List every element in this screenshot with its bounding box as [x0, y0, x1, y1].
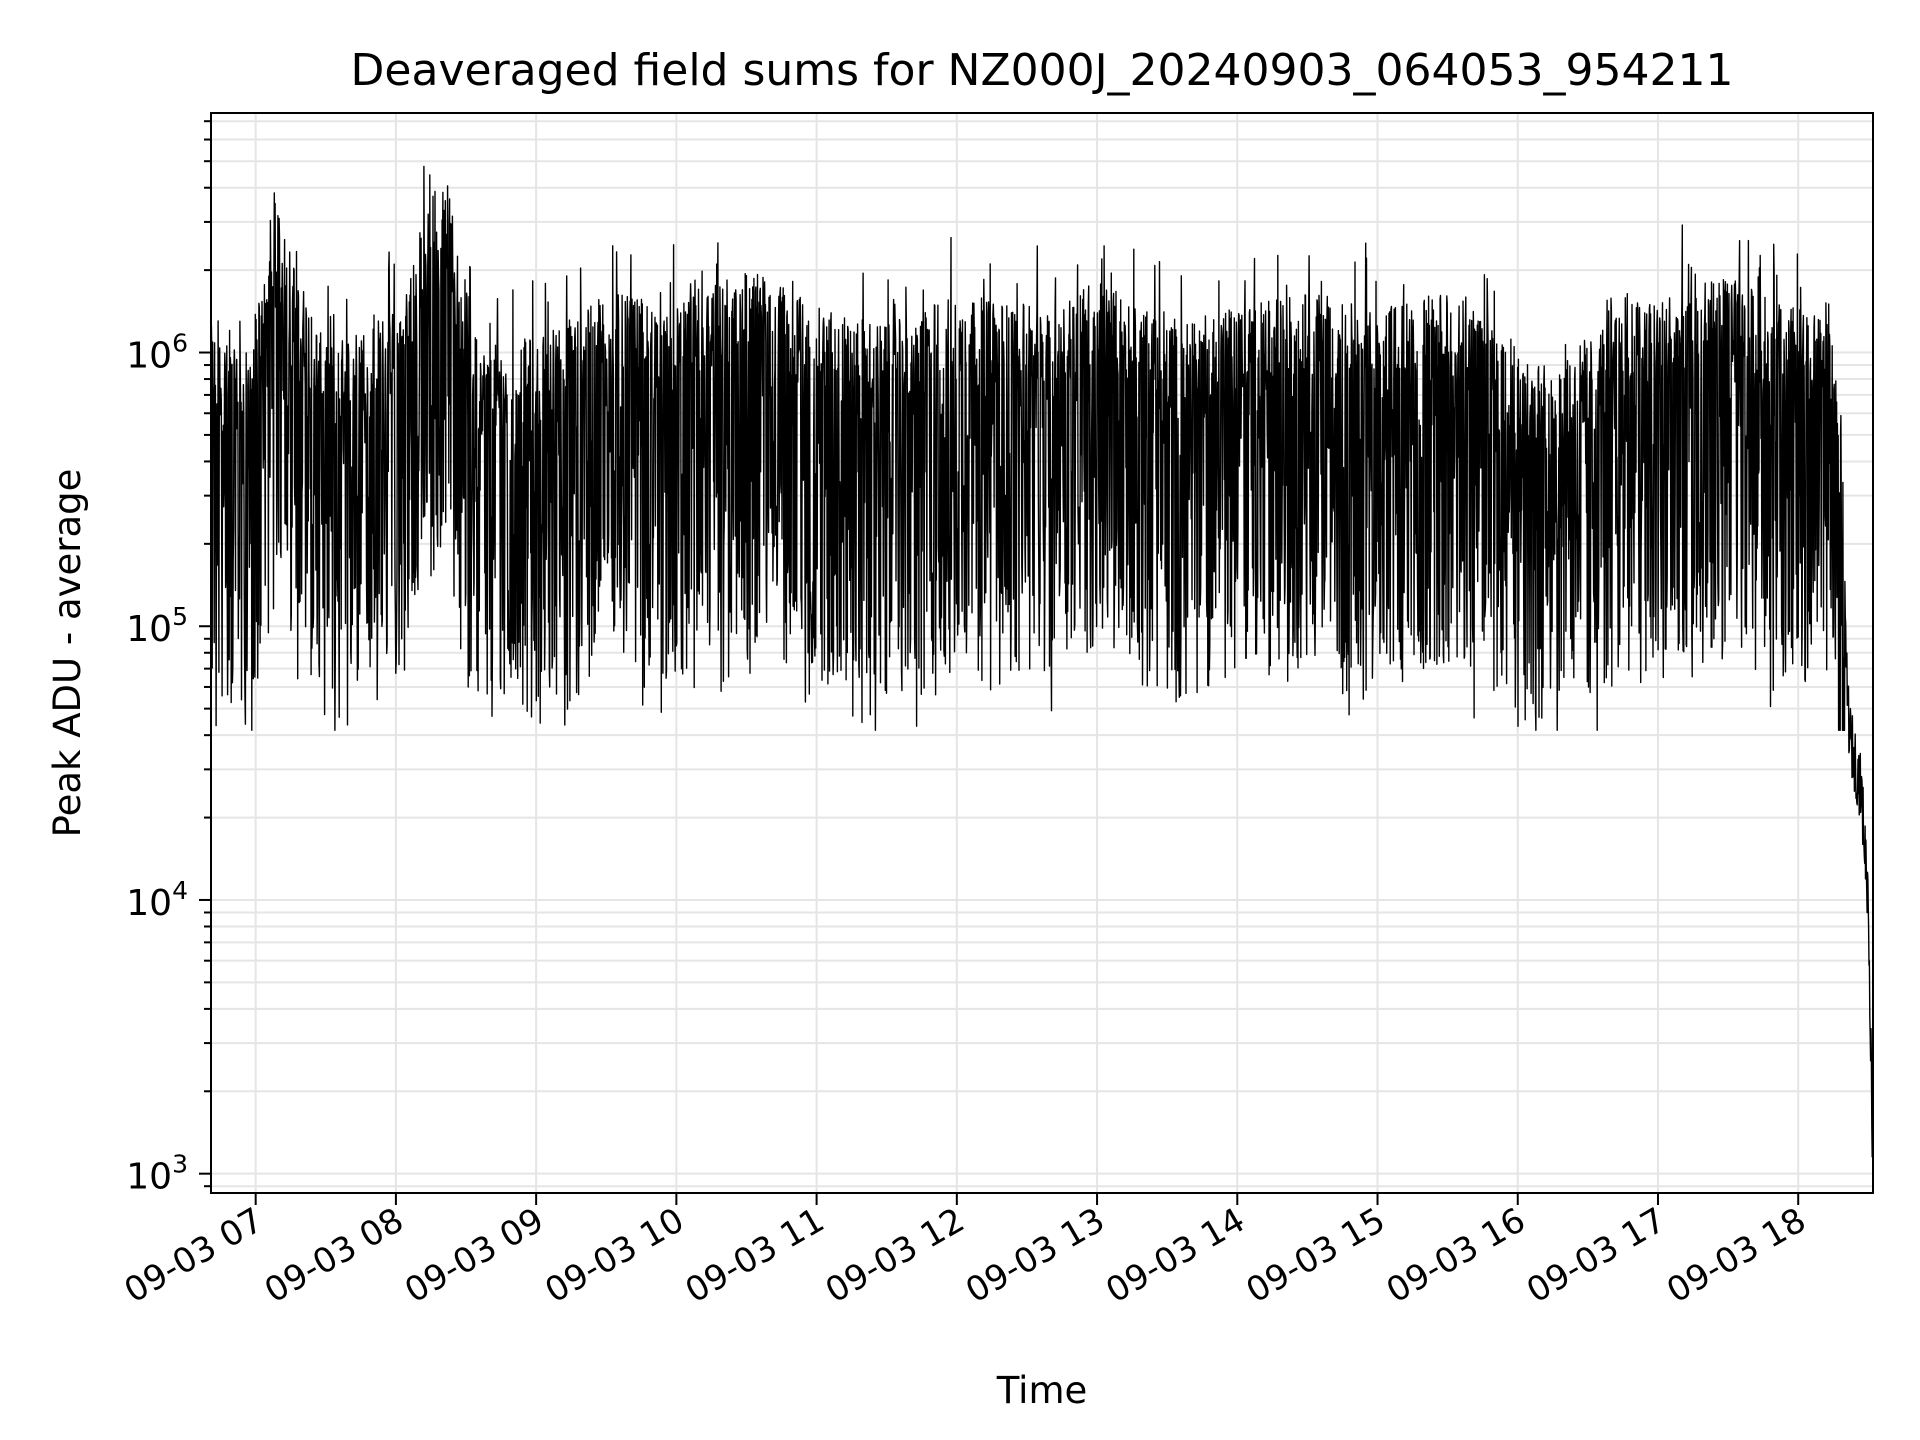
x-tick-label: 09-03 11: [679, 1200, 831, 1311]
x-tick-label: 09-03 08: [258, 1200, 410, 1311]
x-tick-label: 09-03 18: [1660, 1200, 1812, 1311]
y-axis-label: Peak ADU - average: [46, 469, 89, 838]
x-tick-label: 09-03 07: [118, 1200, 270, 1311]
x-tick-label: 09-03 12: [819, 1200, 971, 1311]
x-tick-label: 09-03 17: [1520, 1200, 1672, 1311]
chart-title: Deaveraged field sums for NZ000J_2024090…: [351, 45, 1734, 96]
x-tick-label: 09-03 10: [538, 1200, 690, 1311]
x-tick-label: 09-03 15: [1240, 1200, 1392, 1311]
series-layer: [210, 165, 1874, 1174]
x-tick-label: 09-03 14: [1099, 1200, 1251, 1311]
x-tick-label: 09-03 13: [959, 1200, 1111, 1311]
y-tick-label: 106: [126, 329, 188, 377]
y-tick-label: 103: [126, 1150, 188, 1198]
y-tick-label: 105: [126, 602, 188, 650]
x-tick-label: 09-03 16: [1380, 1200, 1532, 1311]
x-axis-label: Time: [996, 1369, 1088, 1412]
series-line: [210, 165, 1874, 1174]
y-tick-label: 104: [126, 876, 188, 924]
grid: [211, 113, 1873, 1193]
y-axis: 103 104 105 106: [126, 120, 211, 1198]
x-tick-label: 09-03 09: [398, 1200, 550, 1311]
